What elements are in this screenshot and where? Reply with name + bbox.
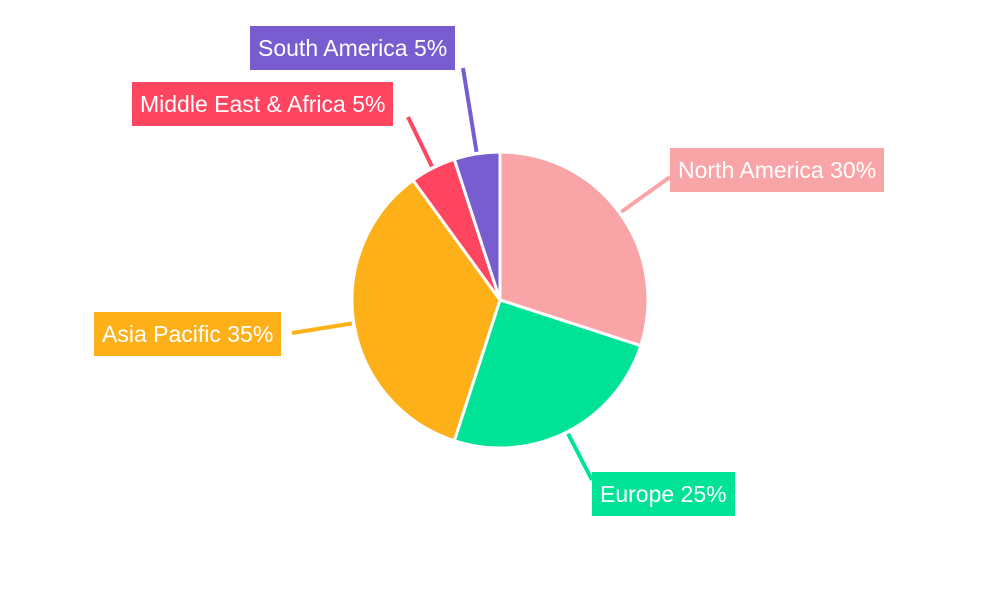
label-europe: Europe 25% [592, 472, 735, 516]
leader-line [566, 432, 594, 481]
pie-slice-asia-pacific [350, 178, 502, 443]
leader-line [406, 116, 434, 168]
label-asia-pacific: Asia Pacific 35% [94, 312, 282, 356]
pie-slice-europe [452, 298, 643, 450]
pie-slice-south-america [452, 150, 502, 301]
label-middle-east-africa: Middle East & Africa 5% [132, 82, 394, 126]
pie-slice-north-america [498, 150, 650, 348]
leader-line [461, 67, 479, 153]
leader-line [620, 175, 672, 214]
label-north-america: North America 30% [670, 148, 885, 192]
leader-line [291, 321, 353, 335]
label-south-america: South America 5% [250, 26, 456, 70]
